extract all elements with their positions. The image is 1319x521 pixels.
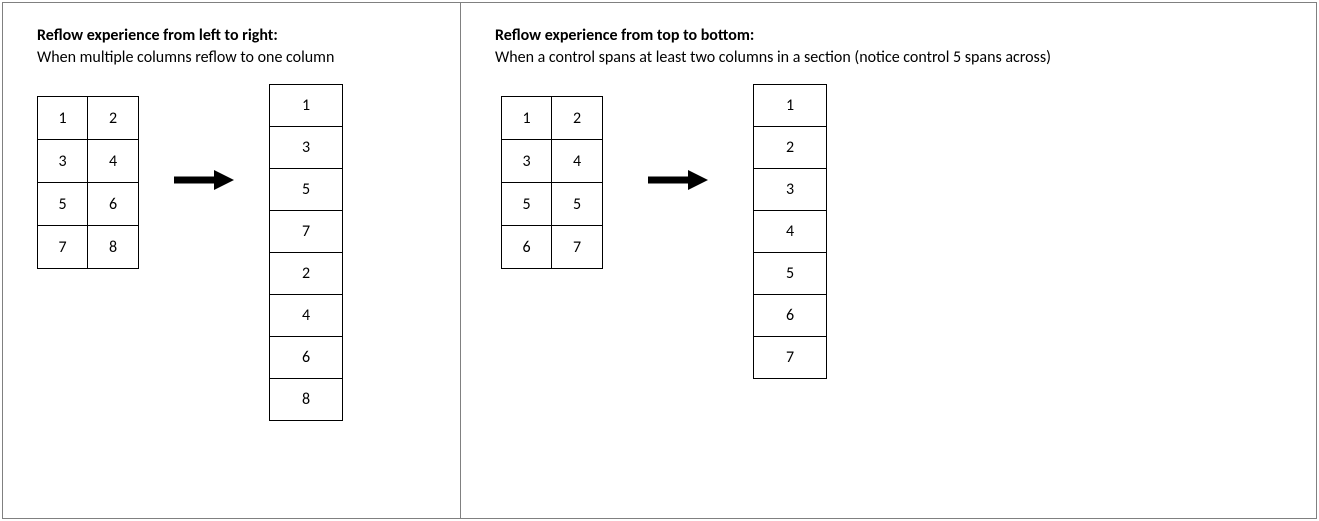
table-row: 3 4 <box>502 140 602 183</box>
cell: 3 <box>754 169 826 211</box>
cell: 1 <box>502 97 552 139</box>
cell: 6 <box>88 183 138 225</box>
cell: 3 <box>38 140 88 182</box>
table-row: 5 5 <box>502 183 602 226</box>
panel-title: Reflow experience from left to right: <box>37 25 432 47</box>
cell: 1 <box>38 97 88 139</box>
cell: 2 <box>552 97 602 139</box>
cell: 4 <box>552 140 602 182</box>
result-column: 1 3 5 7 2 4 6 8 <box>269 84 343 421</box>
table-row: 1 2 <box>38 97 138 140</box>
cell: 5 <box>270 169 342 211</box>
table-row: 1 2 <box>502 97 602 140</box>
cell: 3 <box>270 127 342 169</box>
panel-subtitle: When multiple columns reflow to one colu… <box>37 47 432 69</box>
cell: 1 <box>754 85 826 127</box>
diagram-row: 1 2 3 4 5 6 7 8 <box>37 96 432 421</box>
panel-subtitle: When a control spans at least two column… <box>495 47 1288 69</box>
table-row: 7 8 <box>38 226 138 268</box>
table-row: 6 7 <box>502 226 602 268</box>
source-grid: 1 2 3 4 5 5 6 7 <box>501 96 603 269</box>
source-grid: 1 2 3 4 5 6 7 8 <box>37 96 139 269</box>
cell: 1 <box>270 85 342 127</box>
panel-left-to-right: Reflow experience from left to right: Wh… <box>3 3 461 518</box>
arrow-right-icon <box>603 96 753 264</box>
cell: 7 <box>38 226 88 268</box>
cell: 7 <box>270 211 342 253</box>
cell: 6 <box>754 295 826 337</box>
cell: 4 <box>88 140 138 182</box>
cell: 7 <box>552 226 602 268</box>
cell: 7 <box>754 337 826 379</box>
cell: 6 <box>270 337 342 379</box>
cell: 4 <box>754 211 826 253</box>
cell: 3 <box>502 140 552 182</box>
cell: 5 <box>552 183 602 225</box>
arrow-right-icon <box>139 96 269 264</box>
diagram-container: Reflow experience from left to right: Wh… <box>2 2 1317 519</box>
cell: 4 <box>270 295 342 337</box>
panel-top-to-bottom: Reflow experience from top to bottom: Wh… <box>461 3 1316 518</box>
cell: 2 <box>754 127 826 169</box>
cell: 5 <box>38 183 88 225</box>
table-row: 5 6 <box>38 183 138 226</box>
cell: 2 <box>88 97 138 139</box>
panel-title: Reflow experience from top to bottom: <box>495 25 1288 47</box>
table-row: 3 4 <box>38 140 138 183</box>
cell: 8 <box>270 379 342 421</box>
diagram-row: 1 2 3 4 5 5 6 7 <box>501 96 1288 379</box>
cell: 2 <box>270 253 342 295</box>
cell: 5 <box>754 253 826 295</box>
cell: 6 <box>502 226 552 268</box>
cell: 8 <box>88 226 138 268</box>
result-column: 1 2 3 4 5 6 7 <box>753 84 827 379</box>
cell: 5 <box>502 183 552 225</box>
